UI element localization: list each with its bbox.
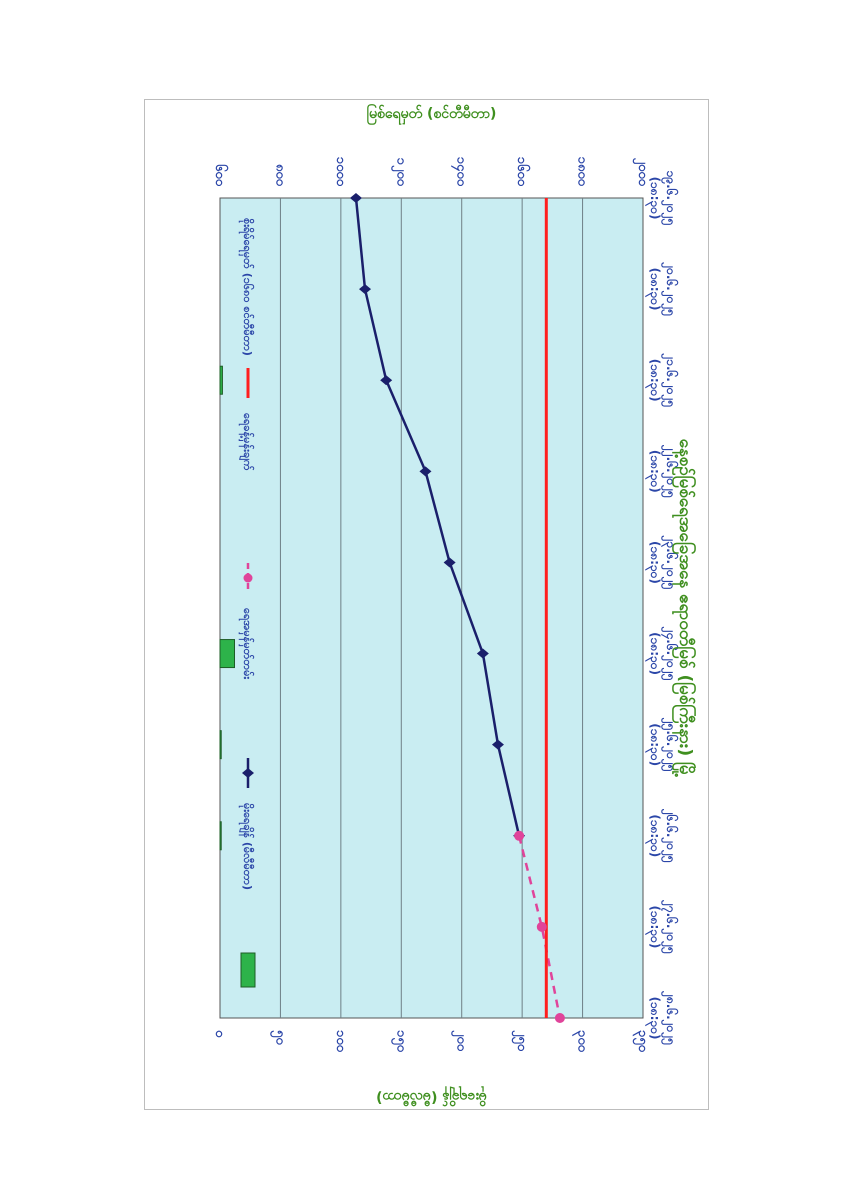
axis-labels: ၆၀၀ ၈၀၀ ၁၀၀၀ ၁၂၀၀ ၁၄၀၀ ၁၆၀၀ ၁၈၀၀ ၂၀၀၀၃၅၀၃၀၀၂၅၀၂… (212, 104, 680, 1106)
data-point-diamond (419, 466, 432, 477)
legend-label: မိုးရေချိန် (မီလီမီတာ) (238, 803, 255, 890)
x-tick-date: ၂၁.၆.၂၀၂၅ (660, 352, 680, 407)
x-tick-date: ၂၆.၆.၂၀၂၅ (660, 808, 680, 863)
data-point-diamond (359, 284, 372, 295)
x-tick-date: ၂၇.၆.၂၀၂၅ (660, 899, 680, 954)
data-point-diamond (443, 557, 456, 568)
x-tick-date: ၂၅.၆.၂၀၂၅ (660, 717, 680, 772)
right-tick-label: ၀ (212, 1030, 227, 1038)
left-tick-label: ၁၀၀၀ (333, 157, 348, 187)
data-point-circle (514, 830, 525, 841)
legend-label: ရေခန့်မှန်းချက် (238, 413, 255, 471)
rainfall-bar (219, 365, 223, 395)
grid-lines (279, 198, 584, 1018)
rotated-chart-layer: ၆၀၀ ၈၀၀ ၁၀၀၀ ၁၂၀၀ ၁၄၀၀ ၁၆၀၀ ၁၈၀၀ ၂၀၀၀ ၃၅၀ ၃၀၀ ၂၅၀၂… (145, 100, 708, 1109)
right-tick-label: ၁၀၀ (333, 1030, 348, 1053)
x-tick-date: ၂၈.၆.၂၀၂၅ (660, 990, 680, 1045)
rainfall-bars (219, 365, 236, 851)
right-tick-label: ၅၀ (269, 1030, 287, 1045)
x-tick-time: (၁၈:၃၀) (644, 268, 662, 311)
rainfall-bar (219, 821, 222, 851)
legend-swatch-marker (243, 573, 253, 583)
x-tick-time: (၁၈:၃၀) (644, 541, 662, 584)
legend-label: စိုးရိမ်ရေမှတ် (၁၆၈၀ စင်တီမီတာ) (238, 218, 255, 356)
right-tick-label: ၃၅၀ (632, 1030, 650, 1053)
left-tick-label: ၂၀၀၀ (632, 158, 650, 187)
x-tick-date: ၁၉.၆.၂၀၂၅ (660, 171, 680, 226)
series-line (354, 197, 521, 837)
right-tick-label: ၂၅၀ (511, 1030, 529, 1052)
right-tick-label: ၃၀၀ (572, 1030, 590, 1053)
x-tick-date: ၂၂.၆.၂၀၂၅ (660, 444, 680, 498)
rainfall-bar (219, 730, 222, 760)
data-point-diamond (349, 193, 362, 203)
x-tick-date: ၂၃.၆.၂၀၂၅ (660, 535, 680, 590)
data-point-circle (536, 921, 547, 932)
right-tick-label: ၂၀၀ (451, 1030, 469, 1052)
data-point-diamond (380, 375, 393, 386)
x-tick-date: ၂၄.၆.၂၀၂၅ (660, 626, 680, 681)
x-tick-time: (၁၈:၃၀) (644, 632, 662, 675)
x-tick-time: (၁၈:၃၀) (644, 450, 662, 493)
series-line (517, 835, 562, 1019)
rainfall-bar (219, 639, 236, 669)
data-point-circle (554, 1013, 565, 1023)
left-tick-label: ၁၈၀၀ (575, 157, 590, 187)
x-tick-time: (၁၈:၃၀) (644, 177, 662, 220)
water-level-chart: ၆၀၀ ၈၀၀ ၁၀၀၀ ၁၂၀၀ ၁၄၀၀ ၁၆၀၀ ၁၈၀၀ ၂၀၀၀၃၅၀၃၀၀၂၅၀၂… (212, 104, 698, 1106)
right-tick-label: ၁၅၀ (390, 1030, 408, 1053)
left-tick-label: ၁၆၀၀ (514, 157, 531, 187)
chart-title: နေ့စဉ်မြစ်ရေအခြေအနေ ဧရာဝတီမြစ် (မြစ်ကြီး… (671, 439, 698, 777)
legend-swatch-bar (240, 952, 256, 988)
left-tick-label: ၆၀၀ (212, 164, 229, 187)
x-tick-date: ၂၀.၆.၂၀၂၅ (660, 261, 680, 316)
series-lines (354, 197, 562, 1019)
left-axis-title: မြစ်ရေမှတ် (စင်တီမီတာ) (367, 104, 497, 125)
x-tick-time: (၁၈:၃၀) (644, 814, 662, 857)
legend: စိုးရိမ်ရေမှတ် (၁၆၈၀ စင်တီမီတာ) ရေခန့်မှန… (238, 218, 256, 988)
x-tick-time: (၁၈:၃၀) (644, 723, 662, 766)
x-tick-time: (၁၈:၃၀) (644, 905, 662, 948)
data-point-diamond (491, 739, 504, 750)
x-tick-time: (၁၈:၃၀) (644, 359, 662, 402)
left-tick-label: ၁၄၀၀ (451, 157, 469, 187)
data-point-diamond (476, 648, 489, 659)
left-tick-label: ၈၀၀ (272, 164, 287, 187)
series-markers (349, 193, 565, 1023)
chart-sheet: ၆၀၀ ၈၀၀ ၁၀၀၀ ၁၂၀၀ ၁၄၀၀ ၁၆၀၀ ၁၈၀၀ ၂၀၀၀ ၃၅၀ ၃၀၀ ၂၅၀၂… (144, 99, 709, 1110)
x-tick-time: (၁၈:၃၀) (644, 997, 662, 1040)
right-axis-title: မိုးရေချိန် (မီလီမီတာ) (376, 1086, 487, 1106)
legend-label: ရေအမှန်မှတ်တမ်း (238, 608, 255, 680)
plot-area (219, 197, 644, 1019)
legend-swatch-marker (242, 768, 254, 778)
left-tick-label: ၁၂၀၀ (390, 158, 408, 187)
